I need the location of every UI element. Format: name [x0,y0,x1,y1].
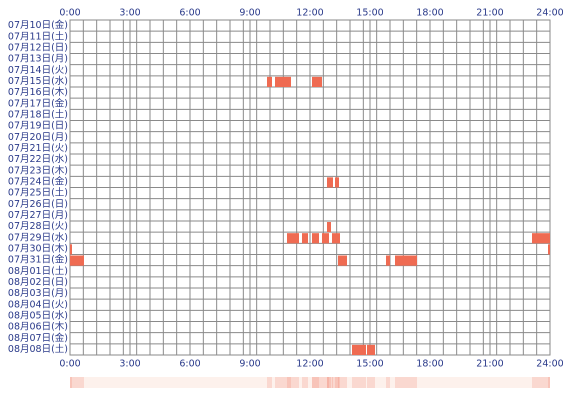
row-label: 07月20日(月) [8,132,68,143]
row-label: 07月28日(火) [8,221,68,232]
activity-segment [267,76,272,87]
activity-segment [70,244,72,255]
summary-segment [548,377,550,388]
summary-segment [338,377,347,388]
row-label: 08月03日(月) [8,288,68,299]
row-label: 08月01日(土) [8,265,68,277]
activity-segment [395,255,417,266]
row-label: 07月14日(火) [8,65,68,76]
row-label: 07月24日(金) [8,175,68,187]
summary-segment [327,377,331,388]
row-label: 07月29日(水) [8,231,68,243]
summary-segment [70,377,84,388]
activity-segment [332,233,340,244]
summary-segment [352,377,366,388]
row-label: 08月07日(金) [8,332,68,344]
activity-segment [312,76,322,87]
row-label: 07月16日(木) [8,86,68,98]
row-label: 07月26日(日) [8,199,68,210]
row-label: 07月10日(金) [8,19,68,31]
row-label: 07月18日(土) [8,108,68,120]
row-label: 07月11日(土) [8,30,68,42]
summary-segment [302,377,308,388]
activity-segment [335,177,339,188]
x-tick-label-bottom: 6:00 [179,359,200,370]
summary-segment [287,377,299,388]
row-label: 07月13日(月) [8,54,68,65]
summary-segment [335,377,339,388]
row-label: 07月21日(火) [8,143,68,154]
summary-segment [322,377,329,388]
row-label: 07月30日(木) [8,242,68,254]
row-label: 08月06日(木) [8,321,68,333]
summary-segment [275,377,291,388]
x-tick-label-bottom: 24:00 [536,359,563,370]
activity-segment [386,255,390,266]
row-label: 07月25日(土) [8,187,68,199]
activity-segment [275,76,291,87]
x-tick-label-bottom: 0:00 [59,359,80,370]
row-label: 07月12日(日) [8,42,68,53]
activity-segment [322,233,329,244]
x-tick-label: 18:00 [416,8,443,19]
activity-segment [548,244,550,255]
activity-segment [327,222,331,233]
x-tick-label: 21:00 [476,8,503,19]
summary-segment [267,377,272,388]
x-tick-label-bottom: 9:00 [239,359,260,370]
summary-segment [367,377,375,388]
row-label: 08月04日(火) [8,299,68,310]
summary-strip [70,377,550,388]
summary-segment [386,377,390,388]
x-tick-label-bottom: 3:00 [119,359,140,370]
x-tick-label: 3:00 [119,8,140,19]
row-label: 08月08日(土) [8,343,68,355]
summary-segment [70,377,72,388]
x-tick-label: 24:00 [536,8,563,19]
x-tick-label: 9:00 [239,8,260,19]
row-label: 07月19日(日) [8,121,68,132]
row-label: 07月27日(月) [8,210,68,221]
row-label: 08月05日(水) [8,309,68,321]
row-label: 07月31日(金) [8,254,68,266]
summary-segment [332,377,340,388]
activity-segment [352,344,366,355]
row-label: 07月23日(木) [8,164,68,176]
activity-segment [532,233,550,244]
x-tick-label-bottom: 12:00 [296,359,323,370]
activity-segment [287,233,299,244]
activity-segment [367,344,375,355]
row-label: 07月15日(水) [8,75,68,87]
activity-segment [327,177,333,188]
summary-segment [312,377,322,388]
x-tick-label: 0:00 [59,8,80,19]
summary-segment [395,377,417,388]
summary-segment [532,377,550,388]
x-tick-label: 6:00 [179,8,200,19]
activity-segment [302,233,308,244]
row-label: 07月22日(水) [8,153,68,165]
activity-segment [312,233,319,244]
x-tick-label-bottom: 21:00 [476,359,503,370]
activity-segment [338,255,347,266]
x-tick-label-bottom: 15:00 [356,359,383,370]
summary-segment [312,377,319,388]
activity-segment [70,255,84,266]
summary-segment [327,377,333,388]
x-tick-label: 12:00 [296,8,323,19]
row-label: 07月17日(金) [8,97,68,109]
row-label: 08月02日(日) [8,277,68,288]
x-tick-label-bottom: 18:00 [416,359,443,370]
x-tick-label: 15:00 [356,8,383,19]
